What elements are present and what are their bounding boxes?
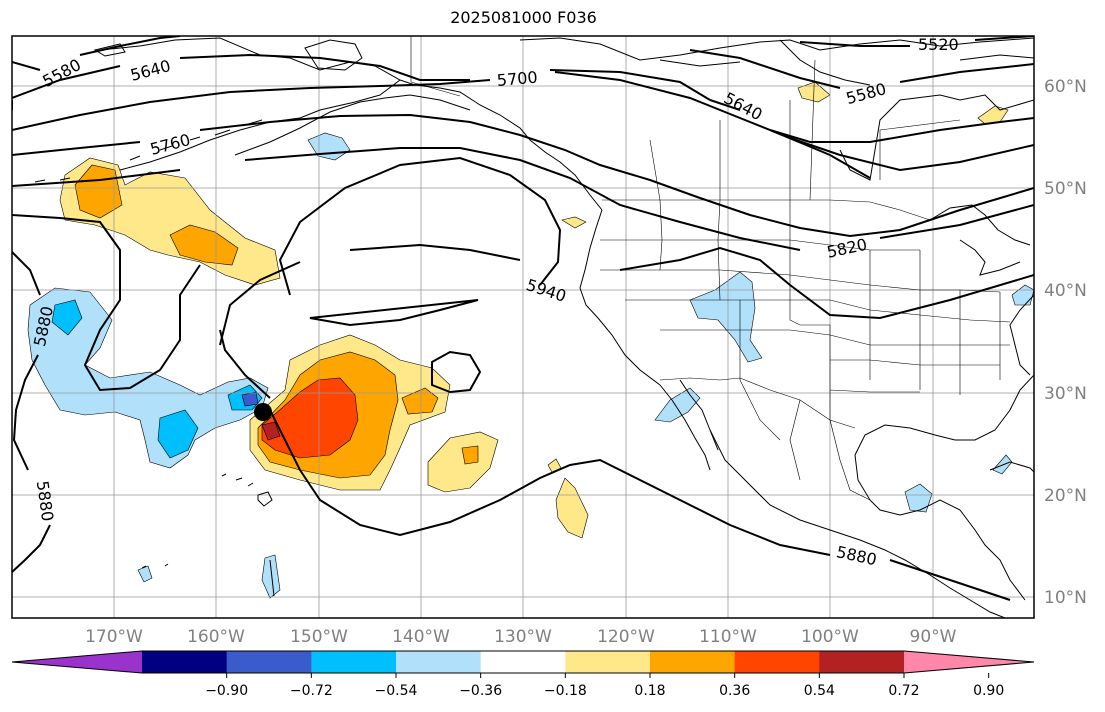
coastline-aleutians — [34, 119, 263, 183]
contour-5820 — [12, 147, 1034, 251]
latitude-labels: 60°N 50°N 40°N 30°N 20°N 10°N — [1044, 77, 1087, 608]
lat-label: 40°N — [1044, 281, 1087, 301]
colorbar-segment — [565, 651, 651, 673]
colorbar-tick-label: −0.90 — [205, 683, 248, 699]
colorbar-tick-label: 0.90 — [973, 683, 1004, 699]
height-contours — [12, 36, 1034, 601]
colorbar-segment — [734, 651, 820, 673]
lat-label: 30°N — [1044, 384, 1087, 404]
coastline-us-east — [1009, 294, 1034, 376]
contour-5640 — [12, 53, 871, 179]
colorbar-tick-label: 0.36 — [719, 683, 750, 699]
coastline-cuba — [989, 461, 1034, 473]
colorbar-outline — [11, 650, 1035, 674]
contour-label: 5520 — [918, 35, 959, 54]
colorbar-extend-high — [904, 651, 1034, 673]
negative-anomaly-region — [137, 565, 153, 583]
colorbar-segment — [311, 651, 397, 673]
coastline-mexico-west — [709, 429, 931, 576]
coastline-great-lakes — [929, 204, 1031, 276]
coastline-islands — [141, 559, 275, 597]
negative-anomaly-region — [654, 387, 701, 423]
map-frame — [11, 35, 1035, 619]
lat-label: 50°N — [1044, 179, 1087, 199]
colorbar-segment — [226, 651, 312, 673]
colorbar-segment — [819, 651, 905, 673]
negative-anomaly-region — [261, 554, 281, 599]
colorbar-tick-label: 0.54 — [804, 683, 835, 699]
contour-5640-east — [709, 99, 1034, 143]
colorbar-tick-label: −0.54 — [375, 683, 418, 699]
colorbar-segment — [142, 651, 228, 673]
coastline-central-america — [929, 574, 1006, 618]
positive-anomaly-core — [461, 445, 479, 465]
contour-5880-loop — [219, 329, 1011, 601]
positive-anomaly-core — [261, 377, 359, 459]
positive-anomaly-core — [169, 224, 239, 266]
lon-label: 110°W — [699, 627, 757, 647]
contour-5940 — [278, 156, 562, 327]
lon-label: 130°W — [494, 627, 552, 647]
negative-anomaly-core — [51, 299, 83, 336]
colorbar-tick-label: 0.18 — [634, 683, 665, 699]
contour-5880 — [219, 243, 1034, 346]
coastline-canada-arctic — [659, 39, 1034, 86]
colorbar-tick-label: −0.36 — [459, 683, 502, 699]
lon-label: 160°W — [187, 627, 245, 647]
coastline-islands — [304, 39, 363, 71]
coastline-us-west — [579, 209, 661, 386]
coastline-hudson-bay — [839, 94, 1034, 181]
colorbar-tick-label: −0.18 — [544, 683, 587, 699]
positive-anomaly-core — [261, 421, 281, 441]
coastline-islands — [93, 43, 126, 57]
contour-5580-east — [689, 49, 1034, 89]
colorbar-segment — [396, 651, 482, 673]
negative-anomaly-region — [904, 483, 933, 513]
positive-anomaly-region — [977, 105, 1009, 125]
contour-label: 5700 — [496, 67, 538, 89]
lon-label: 150°W — [290, 627, 348, 647]
map-area: 5580 5640 5760 5700 5520 5580 5640 5820 … — [12, 35, 1034, 618]
contour-5700 — [12, 71, 1034, 172]
lon-label: 100°W — [801, 627, 859, 647]
colorbar-extend-low — [12, 651, 142, 673]
colorbar-tick-label: 0.72 — [888, 683, 919, 699]
coastline-hawaii — [221, 473, 273, 507]
lon-label: 90°W — [910, 627, 957, 647]
colorbar-segment — [480, 651, 566, 673]
contour-5880-sw — [12, 251, 51, 573]
colorbar-tick-label: −0.72 — [290, 683, 333, 699]
negative-anomaly-core — [157, 409, 199, 459]
positive-anomaly-region — [555, 477, 589, 539]
negative-anomaly-region — [689, 271, 763, 363]
location-marker — [254, 403, 272, 421]
colorbar-segment — [650, 651, 736, 673]
coastline-baja — [659, 379, 719, 471]
map-title: 2025081000 F036 — [450, 8, 597, 27]
longitude-labels: 170°W 160°W 150°W 140°W 130°W 120°W 110°… — [85, 627, 957, 647]
contour-5760 — [12, 113, 1034, 238]
contour-5580 — [12, 36, 181, 71]
lat-label: 20°N — [1044, 486, 1087, 506]
political-borders — [410, 36, 1011, 501]
contour-5880-west — [12, 214, 201, 392]
positive-anomaly-region — [427, 431, 499, 493]
lon-label: 170°W — [85, 627, 143, 647]
contour-small-loop — [431, 350, 482, 394]
colorbar: −0.90 −0.72 −0.54 −0.36 −0.18 0.18 0.36 0.54 0.7… — [11, 650, 1035, 699]
lon-label: 140°W — [392, 627, 450, 647]
lat-label: 60°N — [1044, 77, 1087, 97]
coastline-alaska-south — [234, 94, 471, 156]
lat-label: 10°N — [1044, 588, 1087, 608]
positive-anomaly-region — [561, 216, 587, 229]
lon-label: 120°W — [597, 627, 655, 647]
coastline-canada-north — [519, 37, 1034, 61]
coastline-gulf-of-mexico — [854, 374, 1034, 601]
